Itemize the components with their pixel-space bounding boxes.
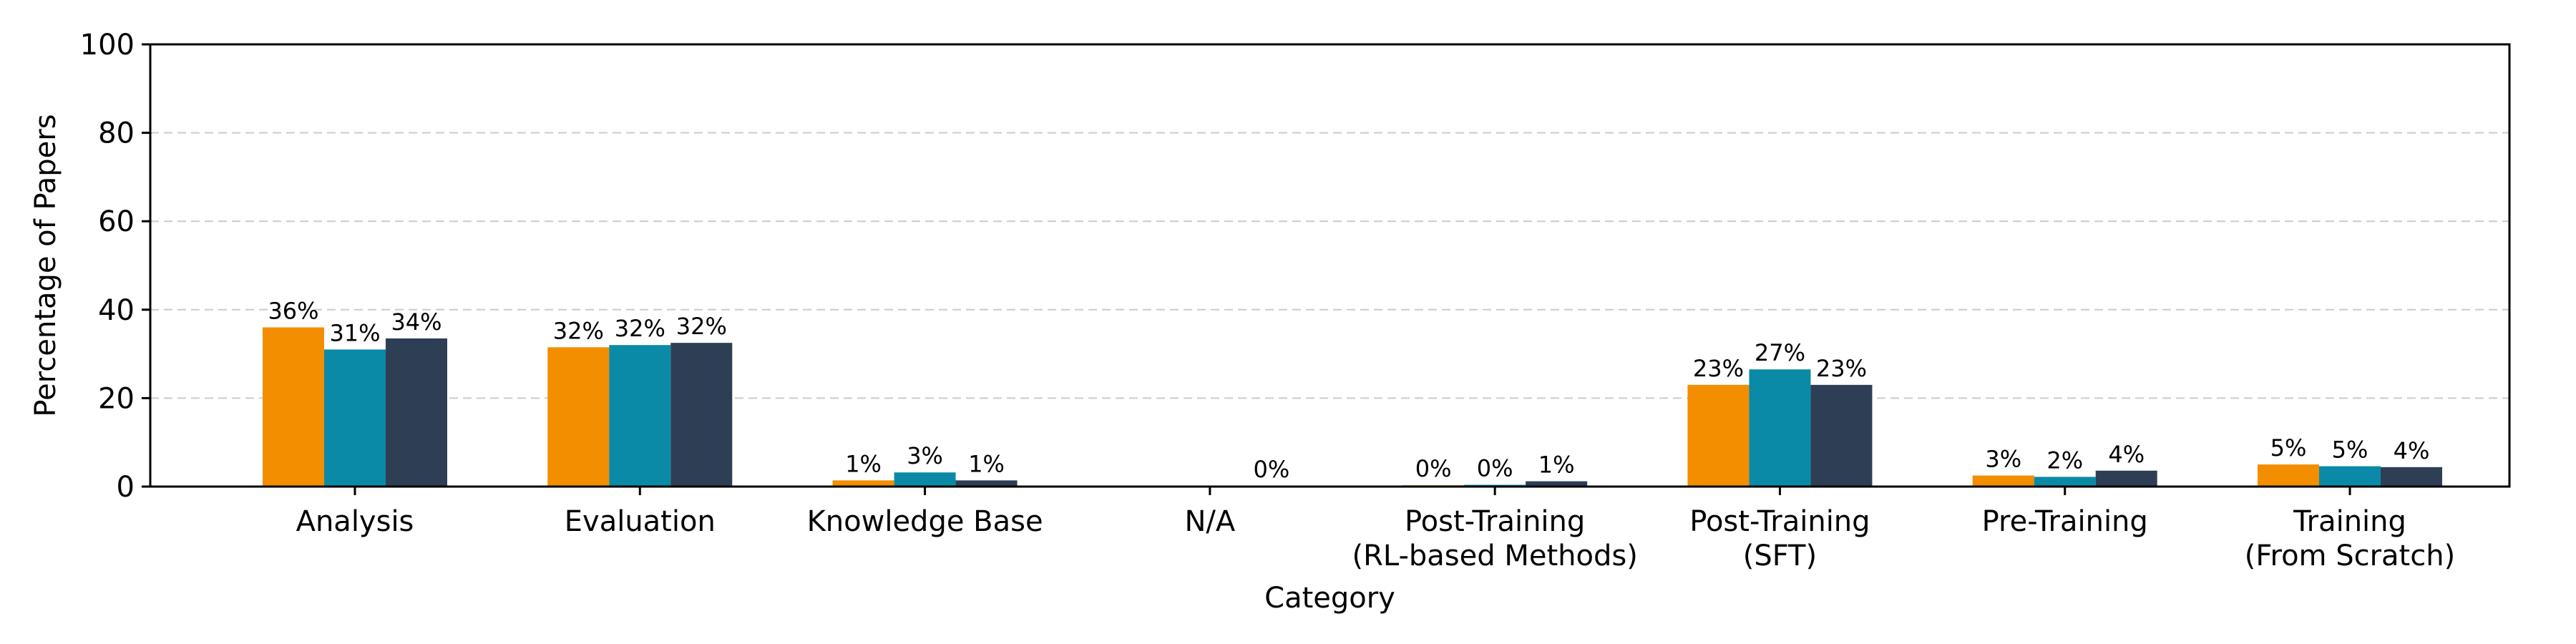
data-label: 31% bbox=[329, 319, 380, 346]
data-label: 4% bbox=[2108, 441, 2145, 468]
y-tick-label: 0 bbox=[117, 471, 135, 504]
x-tick-label: N/A bbox=[1184, 505, 1235, 538]
bar bbox=[894, 472, 956, 487]
gridlines bbox=[150, 132, 2509, 399]
y-tick-label: 60 bbox=[98, 205, 135, 238]
bar bbox=[1687, 384, 1750, 487]
bar bbox=[1810, 384, 1873, 487]
bar bbox=[1526, 481, 1588, 487]
y-axis-ticks: 0 20 40 60 80 100 bbox=[80, 29, 150, 504]
y-tick-label: 20 bbox=[98, 382, 135, 415]
data-label: 0% bbox=[1253, 456, 1289, 483]
data-label: 27% bbox=[1755, 339, 1805, 366]
x-tick-label: Knowledge Base bbox=[807, 505, 1043, 538]
y-tick-label: 80 bbox=[98, 117, 135, 150]
data-label: 23% bbox=[1693, 355, 1744, 382]
data-label: 23% bbox=[1816, 355, 1867, 382]
data-label: 1% bbox=[1538, 452, 1575, 479]
data-label: 1% bbox=[968, 450, 1005, 477]
data-label: 3% bbox=[907, 442, 943, 469]
data-label: 32% bbox=[553, 317, 604, 344]
bar bbox=[263, 327, 324, 487]
data-label: 5% bbox=[2332, 436, 2368, 464]
data-label: 4% bbox=[2394, 437, 2430, 464]
x-tick-label: Training bbox=[2293, 505, 2406, 538]
data-label: 34% bbox=[391, 308, 441, 336]
bar bbox=[2319, 466, 2381, 487]
x-axis-title: Category bbox=[1264, 582, 1395, 615]
bar bbox=[670, 343, 733, 487]
x-tick-label: (SFT) bbox=[1743, 540, 1817, 572]
bar bbox=[1749, 369, 1811, 487]
bar bbox=[324, 349, 386, 487]
bar bbox=[2258, 464, 2319, 487]
bar bbox=[2381, 467, 2442, 487]
data-label: 2% bbox=[2046, 447, 2083, 474]
bars bbox=[263, 327, 2442, 487]
bar bbox=[2034, 477, 2096, 487]
data-label: 3% bbox=[1985, 446, 2021, 473]
x-tick-label: Post-Training bbox=[1689, 505, 1870, 538]
bar bbox=[832, 480, 894, 487]
x-tick-label: (From Scratch) bbox=[2245, 540, 2455, 572]
x-tick-label: (RL-based Methods) bbox=[1352, 540, 1637, 572]
bar bbox=[955, 480, 1018, 487]
x-tick-label: Evaluation bbox=[565, 505, 716, 538]
x-tick-label: Post-Training bbox=[1405, 505, 1585, 538]
data-label: 36% bbox=[268, 298, 318, 325]
data-labels: 36% 32% 1% 0% 23% 3% 5% 31% 32% 3% 0% 27% 2% 5% 34% 32%… bbox=[268, 298, 2429, 483]
data-label: 32% bbox=[676, 313, 727, 340]
bar bbox=[609, 345, 671, 487]
x-axis-ticks: Analysis Evaluation Knowledge Base N/A Post-… bbox=[296, 487, 2455, 572]
x-tick-label: Pre-Training bbox=[1982, 505, 2148, 538]
bar bbox=[1972, 475, 2034, 487]
y-tick-label: 40 bbox=[98, 294, 135, 327]
bar bbox=[2095, 470, 2157, 487]
data-label: 0% bbox=[1415, 455, 1452, 482]
data-label: 0% bbox=[1477, 455, 1513, 482]
y-tick-label: 100 bbox=[80, 29, 135, 62]
data-label: 1% bbox=[845, 450, 882, 477]
x-tick-label: Analysis bbox=[296, 505, 414, 538]
y-axis-title: Percentage of Papers bbox=[29, 114, 62, 416]
data-label: 32% bbox=[615, 315, 665, 342]
plot-frame bbox=[149, 43, 2511, 488]
bar bbox=[386, 338, 447, 487]
data-label: 5% bbox=[2270, 434, 2307, 462]
bar bbox=[547, 347, 610, 487]
